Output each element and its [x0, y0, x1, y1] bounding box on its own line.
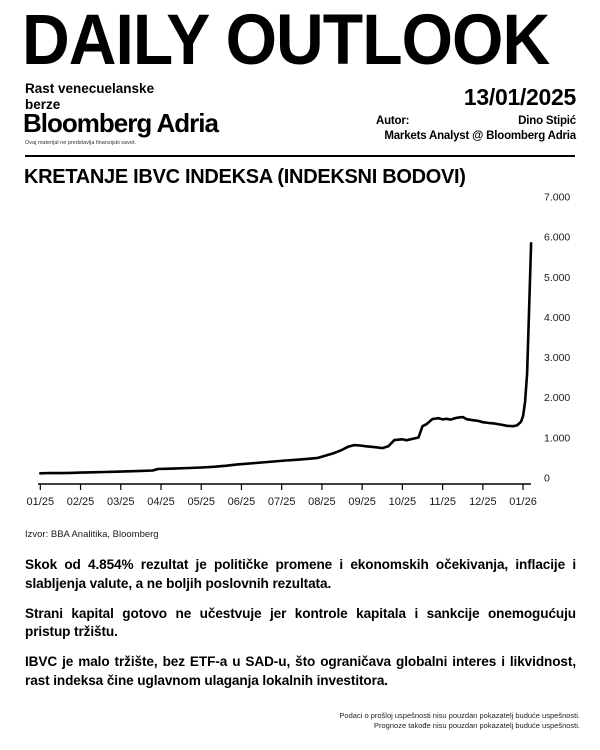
x-tick-label: 12/25 — [469, 496, 497, 508]
footer-disclaimer-line1: Podaci o prošloj uspešnosti nisu pouzdan… — [339, 711, 580, 720]
x-tick-label: 05/25 — [187, 496, 215, 508]
body-copy: Skok od 4.854% rezultat je političke pro… — [25, 556, 576, 702]
y-tick-label: 7.000 — [544, 192, 570, 204]
x-tick-label: 11/25 — [429, 496, 456, 508]
footer-disclaimer-line2: Prognoze takođe nisu pouzdan pokazatelj … — [374, 720, 580, 730]
x-tick-label: 02/25 — [67, 496, 95, 508]
body-paragraph: Strani kapital gotovo ne učestvuje jer k… — [25, 605, 576, 640]
x-tick-label: 07/25 — [268, 496, 296, 508]
y-tick-label: 3.000 — [544, 352, 570, 364]
y-tick-label: 6.000 — [544, 232, 570, 244]
author-label: Autor: — [376, 115, 410, 127]
author-name: Dino Stipić — [518, 115, 576, 127]
y-tick-label: 2.000 — [544, 392, 570, 404]
x-tick-label: 09/25 — [348, 496, 376, 508]
x-tick-label: 04/25 — [147, 496, 175, 508]
y-tick-label: 5.000 — [544, 272, 570, 284]
edition-headline: Rast venecuelanske berze — [25, 81, 155, 113]
masthead-title: DAILY OUTLOOK — [22, 1, 550, 80]
x-tick-label: 01/26 — [509, 496, 537, 508]
y-tick-label: 4.000 — [544, 312, 570, 324]
x-tick-label: 06/25 — [228, 496, 256, 508]
chart-source: Izvor: BBA Analitika, Bloomberg — [25, 529, 159, 540]
body-paragraph: Skok od 4.854% rezultat je političke pro… — [25, 557, 576, 591]
header-divider — [25, 155, 575, 157]
x-tick-label: 10/25 — [389, 496, 417, 508]
author-role: Markets Analyst @ Bloomberg Adria — [384, 130, 576, 143]
author-block: Autor: Dino Stipić Markets Analyst @ Blo… — [376, 114, 576, 144]
x-tick-label: 01/25 — [27, 496, 55, 508]
body-paragraph: IBVC je malo tržište, bez ETF-a u SAD-u,… — [25, 654, 576, 688]
edition-date: 13/01/2025 — [463, 84, 576, 110]
y-tick-label: 1.000 — [544, 432, 570, 444]
bloomberg-adria-logo: Bloomberg Adria — [23, 108, 219, 138]
y-tick-label: 0 — [544, 473, 550, 485]
x-tick-label: 08/25 — [308, 496, 336, 508]
footer-disclaimer: Podaci o prošloj uspešnosti nisu pouzdan… — [240, 711, 580, 731]
ibvc-series-line — [38, 242, 533, 475]
x-tick-label: 03/25 — [107, 496, 135, 508]
brand-disclaimer: Ovaj materijal ne predstavlja finansijsk… — [25, 140, 136, 146]
chart-title: KRETANJE IBVC INDEKSA (INDEKSNI BODOVI) — [24, 166, 466, 188]
